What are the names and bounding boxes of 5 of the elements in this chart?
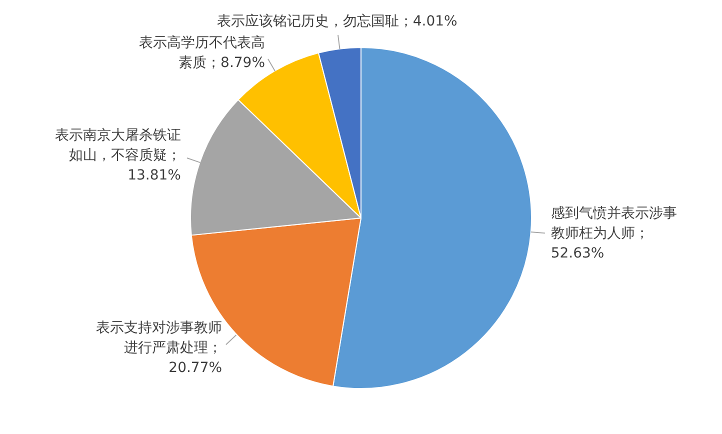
slice-label: 表示支持对涉事教师进行严肃处理；20.77% [96, 320, 222, 376]
slice-label: 感到气愤并表示涉事教师枉为人师；52.63% [550, 205, 677, 262]
slice-label: 表示高学历不代表高素质；8.79% [139, 35, 266, 72]
slice-label: 表示南京大屠杀铁证如山，不容质疑；13.81% [54, 127, 181, 184]
slice-label: 表示应该铭记历史，勿忘国耻；4.01% [216, 12, 458, 30]
